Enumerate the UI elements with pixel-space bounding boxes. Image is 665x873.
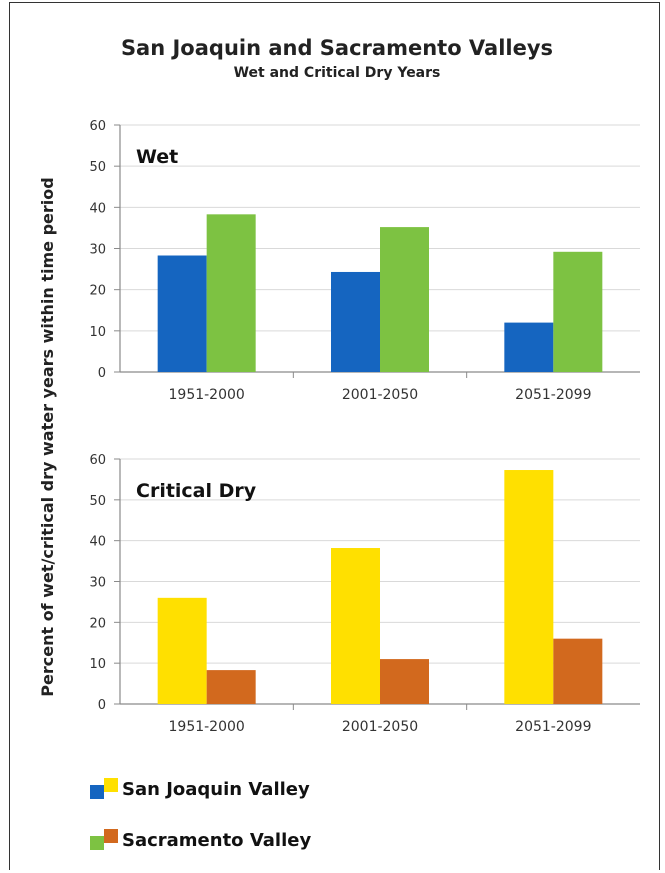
y-tick-label: 30 [89, 243, 106, 258]
bar-sacramento [380, 227, 429, 372]
x-tick-label: 2001-2050 [342, 719, 418, 735]
chart-panels: 0 10 20 30 40 50 60 Wet 1951-2000 2001-2050 2051-2… [89, 119, 640, 735]
chart-subtitle: Wet and Critical Dry Years [234, 65, 441, 81]
panel-label: Critical Dry [136, 480, 257, 502]
y-tick-label: 0 [98, 698, 106, 713]
panel-critical-dry: 0 10 20 30 40 50 60 Critical Dry 1951-2000 2001-2… [89, 453, 640, 735]
x-tick-label: 1951-2000 [169, 387, 245, 403]
bar-sacramento [553, 251, 603, 372]
bar-san-joaquin [157, 255, 207, 372]
x-tick-label: 2001-2050 [342, 387, 418, 403]
legend-label: San Joaquin Valley [122, 779, 310, 800]
y-tick-label: 20 [89, 616, 106, 631]
legend-item: San Joaquin Valley [90, 778, 310, 800]
y-tick-label: 40 [89, 201, 106, 216]
bar-san-joaquin [331, 548, 380, 704]
legend: San Joaquin Valley Sacramento Valley [90, 778, 311, 851]
y-tick-label: 40 [89, 535, 106, 550]
bar-san-joaquin [331, 271, 380, 372]
y-tick-label: 30 [89, 576, 106, 591]
panel-wet: 0 10 20 30 40 50 60 Wet 1951-2000 2001-2050 2051-2… [89, 119, 640, 403]
y-tick-label: 50 [89, 494, 106, 509]
y-tick-label: 50 [89, 160, 106, 175]
y-tick-label: 60 [89, 119, 106, 134]
bar-sacramento [380, 659, 429, 704]
x-tick-label: 2051-2099 [515, 719, 591, 735]
chart-title: San Joaquin and Sacramento Valleys [121, 36, 553, 60]
bar-sacramento [553, 638, 603, 704]
y-tick-label: 10 [89, 657, 106, 672]
chart-figure [9, 2, 660, 870]
panel-label: Wet [136, 146, 178, 168]
legend-swatch [90, 785, 104, 799]
y-tick-label: 20 [89, 284, 106, 299]
x-tick-label: 1951-2000 [169, 719, 245, 735]
legend-swatch [104, 778, 118, 792]
bar-sacramento [206, 670, 256, 704]
legend-label: Sacramento Valley [122, 830, 311, 851]
y-tick-label: 10 [89, 325, 106, 340]
bar-sacramento [206, 214, 256, 372]
bar-san-joaquin [504, 470, 554, 704]
bar-san-joaquin [157, 597, 207, 704]
x-tick-label: 2051-2099 [515, 387, 591, 403]
legend-swatch [90, 836, 104, 850]
y-tick-label: 0 [98, 366, 106, 381]
y-tick-label: 60 [89, 453, 106, 468]
legend-item: Sacramento Valley [90, 829, 311, 851]
bar-san-joaquin [504, 322, 554, 372]
legend-swatch [104, 829, 118, 843]
y-axis-label: Percent of wet/critical dry water years … [38, 177, 57, 696]
